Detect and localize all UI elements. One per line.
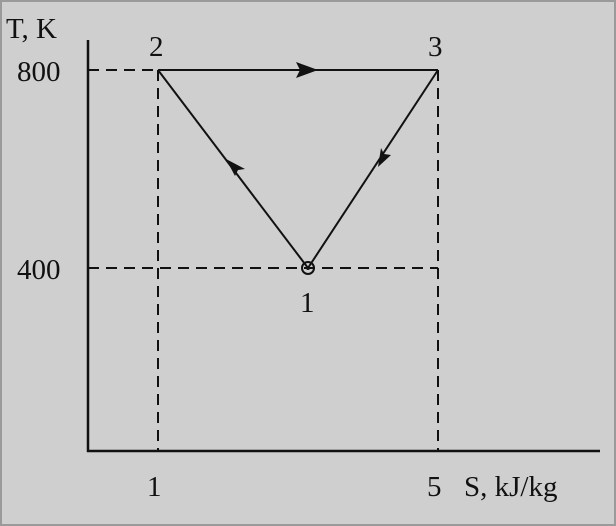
x-tick-1: 1 [147, 471, 162, 503]
arrow-2-3 [296, 62, 318, 78]
state-1-dot [306, 266, 310, 270]
state-label-1: 1 [300, 287, 315, 319]
process-3-1 [307, 69, 439, 269]
x-tick-5: 5 [427, 471, 442, 503]
y-tick-400: 400 [17, 254, 61, 286]
state-1-marker [301, 261, 315, 275]
y-axis-label: T, K [6, 13, 57, 45]
x-axis-label: S, kJ/kg [464, 471, 557, 503]
state-label-2: 2 [149, 31, 164, 63]
arrow-1-2 [226, 159, 245, 176]
arrow-3-1 [378, 148, 391, 167]
y-tick-800: 800 [17, 56, 61, 88]
state-label-3: 3 [428, 31, 443, 63]
